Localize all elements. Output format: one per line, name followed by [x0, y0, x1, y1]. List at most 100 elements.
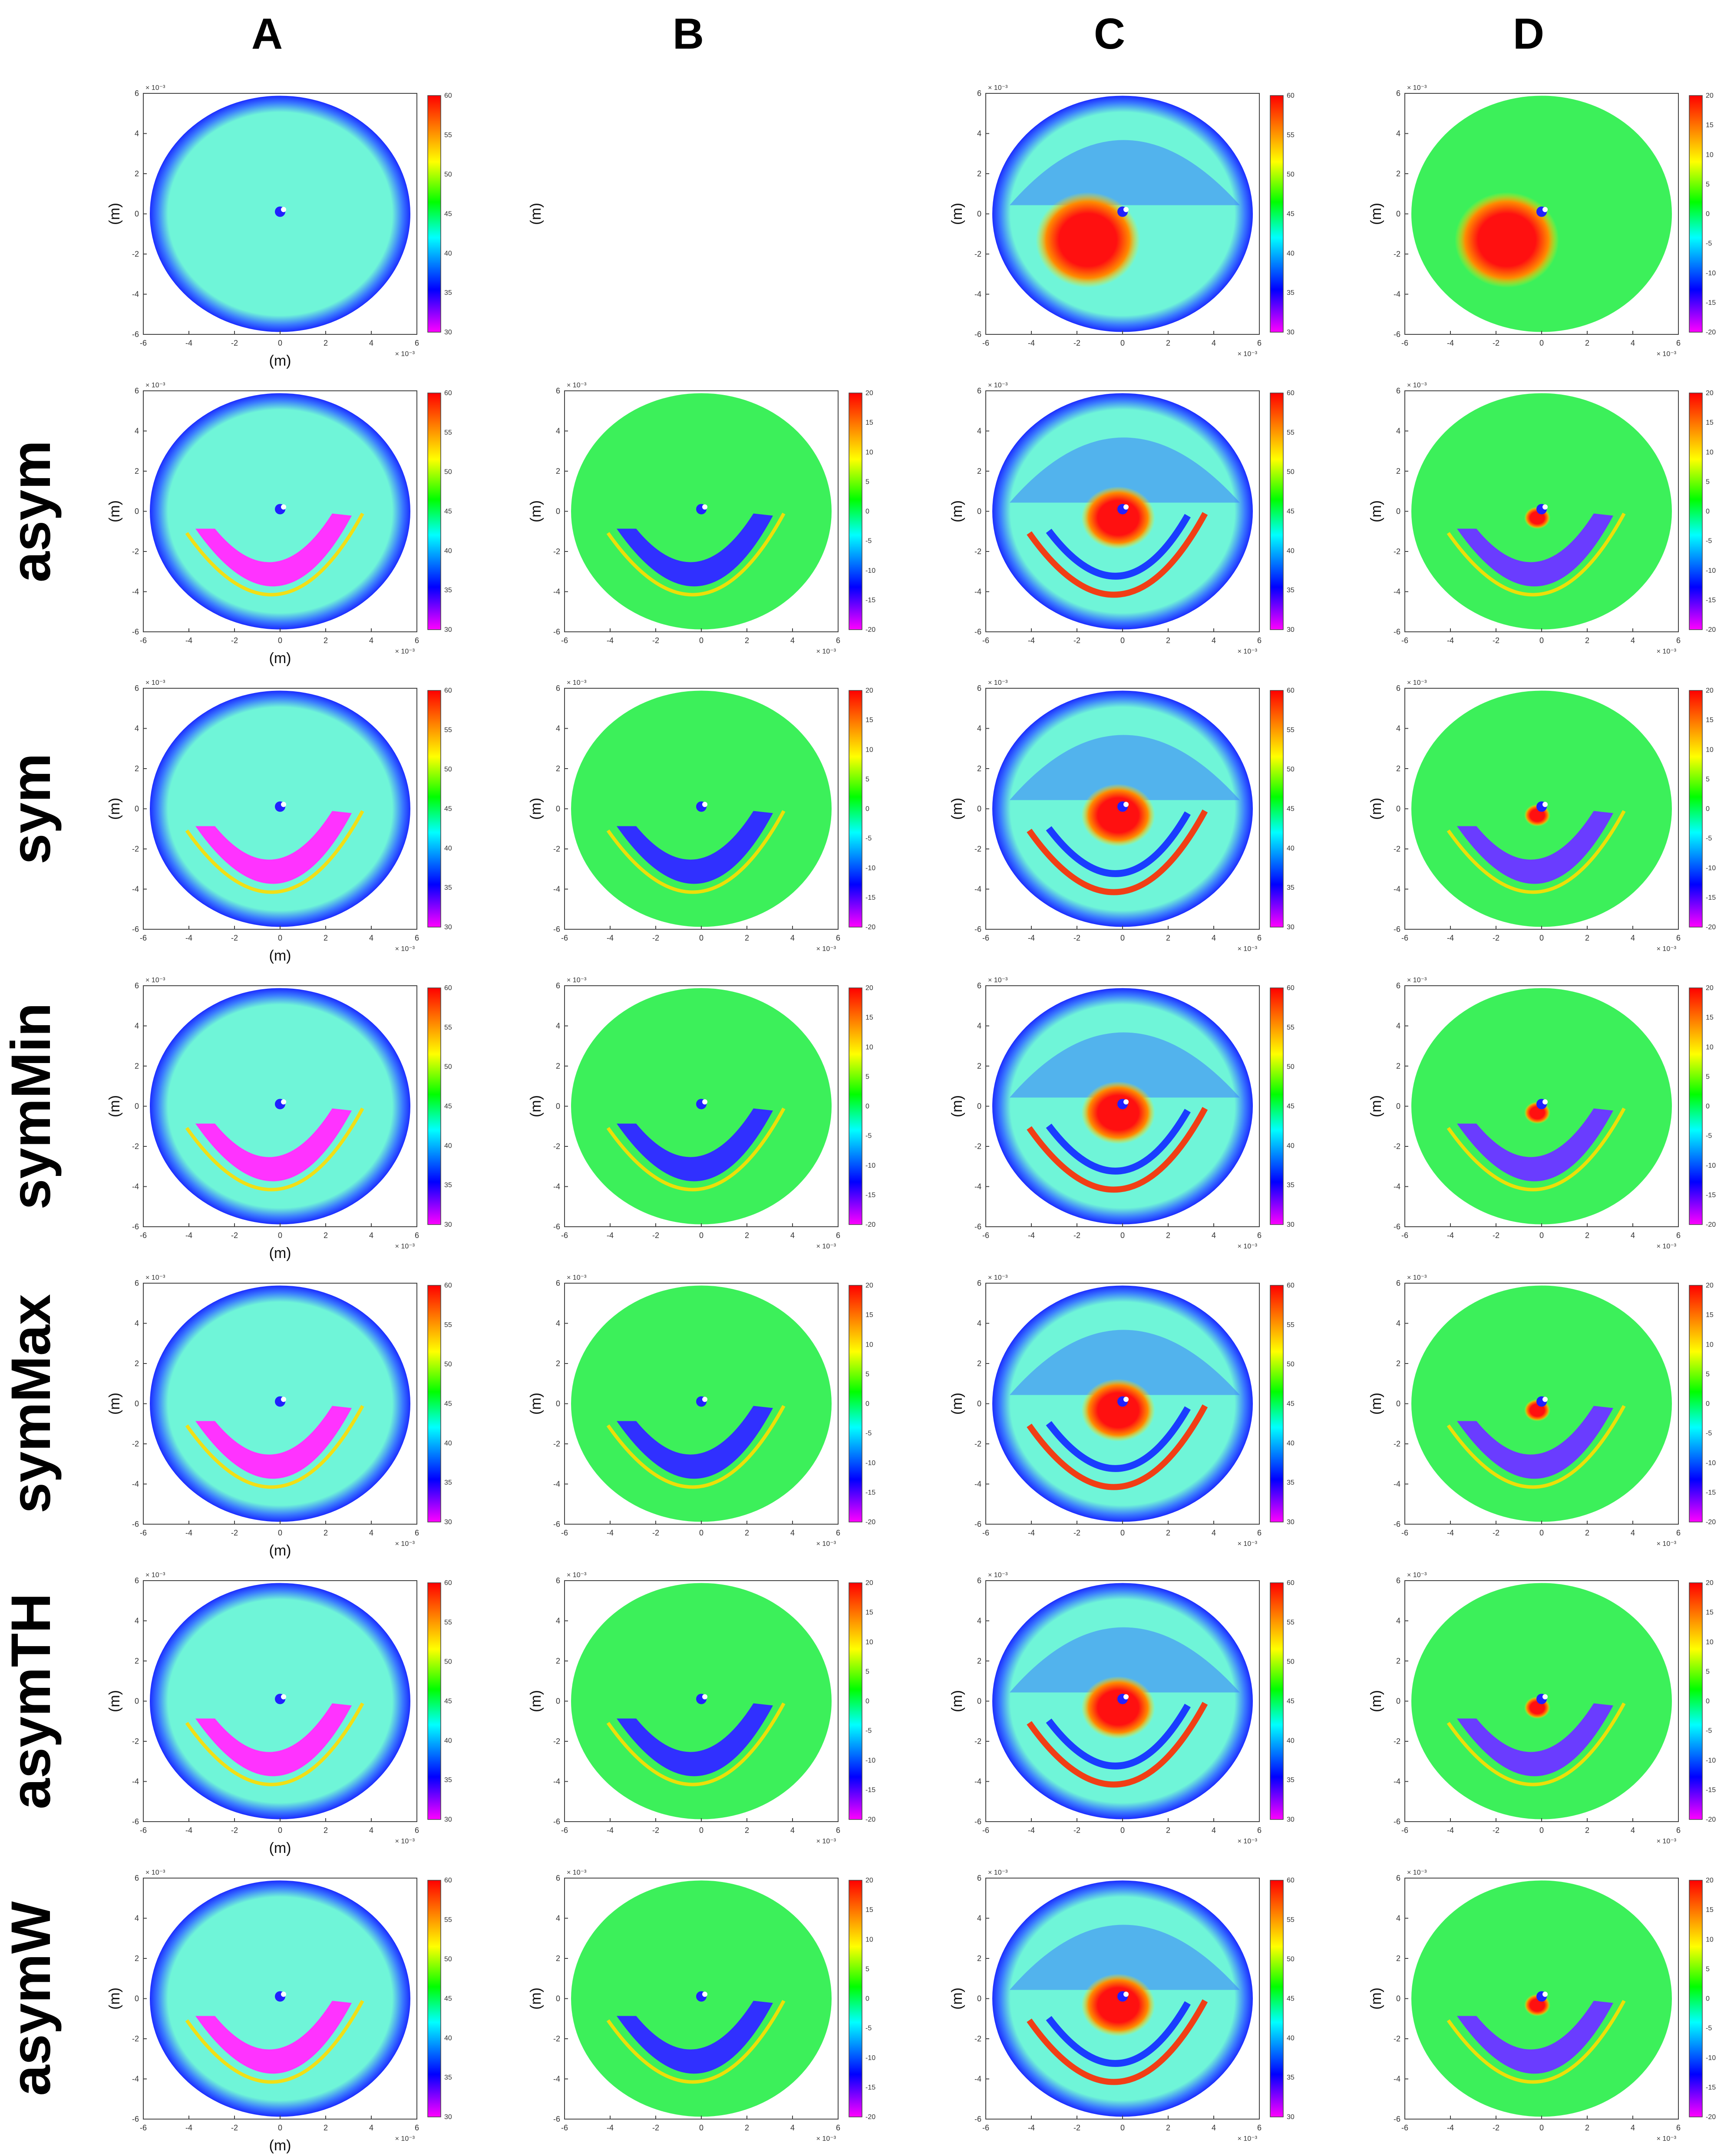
- y-axis-label: (m): [106, 1690, 123, 1712]
- y-tick-label: 4: [977, 1022, 981, 1030]
- y-tick-label: -4: [1394, 588, 1400, 596]
- x-tick-label: 4: [1631, 1529, 1635, 1537]
- source-point-core: [1542, 1397, 1548, 1402]
- source-point-core: [1542, 1991, 1548, 1997]
- x-tick-label: -6: [982, 1529, 989, 1537]
- y-tick-label: 2: [1396, 1657, 1400, 1665]
- colorbar: 20 15 10 5 0 -5 -10 -15 -20: [849, 1579, 875, 1823]
- y-tick-label: -6: [974, 1520, 981, 1529]
- colorbar-tick-label: 0: [865, 1400, 869, 1408]
- x-tick-label: 0: [1539, 1231, 1544, 1240]
- colorbar-tick-label: -10: [865, 1162, 875, 1169]
- inner-arc: [1046, 1406, 1191, 1472]
- y-exponent: × 10⁻³: [567, 1572, 587, 1579]
- x-tick-label: 4: [790, 934, 795, 942]
- x-exponent: × 10⁻³: [816, 1838, 836, 1845]
- x-tick-label: 0: [1120, 1231, 1125, 1240]
- colorbar-tick-label: 35: [444, 2074, 452, 2081]
- y-tick-label: 6: [556, 1279, 560, 1288]
- y-exponent: × 10⁻³: [988, 1572, 1008, 1579]
- colorbar-tick-label: -5: [865, 2025, 872, 2032]
- colorbar-gradient: [427, 1880, 441, 2117]
- source-point-core: [281, 504, 286, 510]
- colorbar-tick-label: 40: [1287, 1142, 1295, 1149]
- y-axis-label: (m): [1368, 1988, 1384, 2010]
- colorbar: 20 15 10 5 0 -5 -10 -15 -20: [1689, 984, 1716, 1228]
- y-tick-label: -6: [553, 925, 560, 934]
- y-tick-label: -2: [1394, 1737, 1400, 1746]
- y-tick-label: -4: [553, 1182, 560, 1191]
- x-tick-label: -2: [1073, 636, 1080, 645]
- y-exponent: × 10⁻³: [988, 382, 1008, 389]
- x-axis-label: (m): [269, 650, 291, 667]
- colorbar-tick-label: 45: [1287, 1400, 1295, 1408]
- colorbar-gradient: [849, 393, 862, 630]
- y-tick-label: 2: [977, 1062, 981, 1070]
- colorbar: 20 15 10 5 0 -5 -10 -15 -20: [849, 1282, 875, 1526]
- column-header-d: D: [1513, 10, 1544, 58]
- y-tick-label: 4: [977, 427, 981, 436]
- source-point-core: [281, 802, 286, 807]
- y-tick-label: 4: [135, 724, 139, 733]
- x-tick-label: 0: [278, 339, 282, 347]
- x-tick-label: -4: [185, 934, 192, 942]
- colorbar-tick-label: 35: [1287, 1182, 1295, 1189]
- source-point-core: [281, 1397, 286, 1402]
- colorbar-tick-label: 30: [444, 924, 452, 931]
- x-tick-label: -4: [607, 1231, 614, 1240]
- y-axis-label: (m): [949, 1690, 965, 1712]
- x-exponent: × 10⁻³: [395, 1540, 415, 1548]
- x-tick-label: -2: [652, 934, 659, 942]
- y-tick-label: -4: [974, 885, 981, 894]
- y-tick-label: -2: [974, 547, 981, 556]
- x-tick-label: 0: [1539, 934, 1544, 942]
- y-tick-label: 4: [977, 1319, 981, 1328]
- x-tick-label: 2: [1585, 1231, 1589, 1240]
- hot-spot: [1455, 192, 1559, 288]
- y-tick-label: 6: [1396, 89, 1400, 98]
- source-point-core: [1123, 1694, 1129, 1700]
- y-tick-label: -2: [1394, 2034, 1400, 2043]
- colorbar-tick-label: 60: [444, 687, 452, 694]
- colorbar-tick-label: -5: [1706, 1430, 1712, 1437]
- colorbar-tick-label: 40: [1287, 1737, 1295, 1744]
- colorbar-tick-label: 0: [1706, 1400, 1710, 1408]
- y-tick-label: 6: [556, 1874, 560, 1882]
- y-tick-label: -2: [132, 845, 139, 853]
- y-tick-label: 6: [1396, 1874, 1400, 1882]
- x-exponent: × 10⁻³: [1657, 2135, 1677, 2143]
- source-point-core: [702, 504, 707, 510]
- x-tick-label: 6: [415, 1529, 419, 1537]
- y-tick-label: 6: [135, 386, 139, 395]
- x-tick-label: 2: [1585, 2123, 1589, 2132]
- colorbar-tick-label: 45: [1287, 806, 1295, 813]
- y-tick-label: 6: [135, 1576, 139, 1585]
- x-tick-label: 2: [745, 636, 749, 645]
- colorbar-tick-label: 20: [865, 687, 873, 694]
- y-tick-label: 0: [977, 210, 981, 218]
- y-tick-label: 0: [556, 805, 560, 813]
- crescent-band: [195, 811, 352, 884]
- x-tick-label: -6: [140, 1826, 147, 1835]
- colorbar-gradient: [1270, 1582, 1284, 1820]
- x-tick-label: -2: [1493, 934, 1499, 942]
- y-tick-label: 6: [135, 1279, 139, 1288]
- x-tick-label: -4: [185, 1826, 192, 1835]
- column-header-a: A: [251, 10, 283, 58]
- y-tick-label: -2: [974, 250, 981, 258]
- x-exponent: × 10⁻³: [816, 648, 836, 655]
- x-tick-label: 0: [278, 1231, 282, 1240]
- x-tick-label: 4: [1631, 1231, 1635, 1240]
- colorbar-tick-label: 15: [1706, 1311, 1714, 1319]
- x-tick-label: -6: [1401, 636, 1408, 645]
- y-tick-label: 4: [1396, 1617, 1400, 1625]
- wave-arc: [185, 810, 364, 894]
- y-tick-label: -4: [132, 1777, 139, 1786]
- y-tick-label: 6: [977, 684, 981, 693]
- source-point-core: [1542, 207, 1548, 212]
- x-tick-label: -2: [652, 1529, 659, 1537]
- y-tick-label: -2: [553, 1737, 560, 1746]
- x-tick-label: -4: [1447, 339, 1454, 347]
